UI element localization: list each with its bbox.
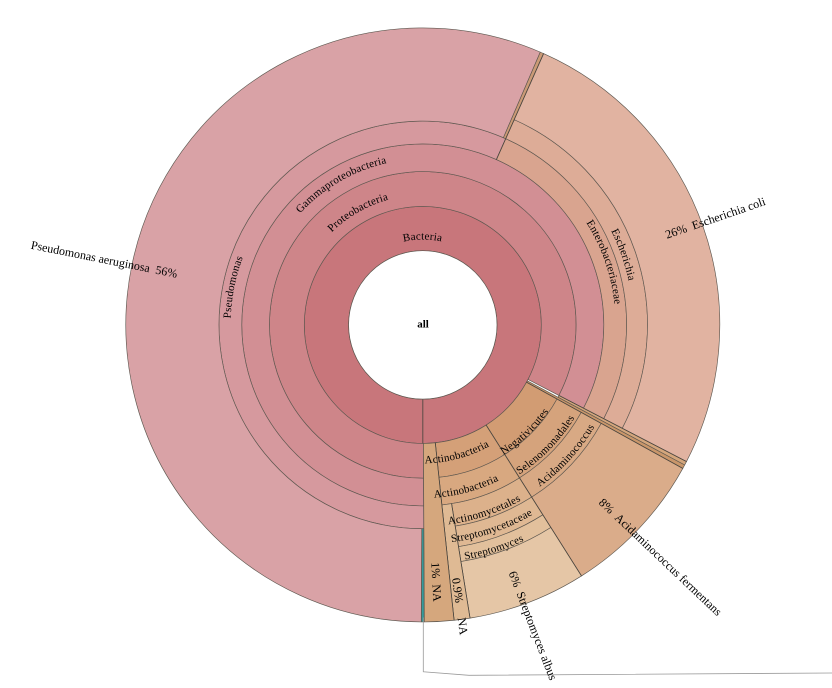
svg-text:1% NA: 1% NA bbox=[428, 562, 444, 602]
svg-text:all: all bbox=[417, 318, 429, 330]
svg-text:Bacteria: Bacteria bbox=[402, 230, 443, 244]
